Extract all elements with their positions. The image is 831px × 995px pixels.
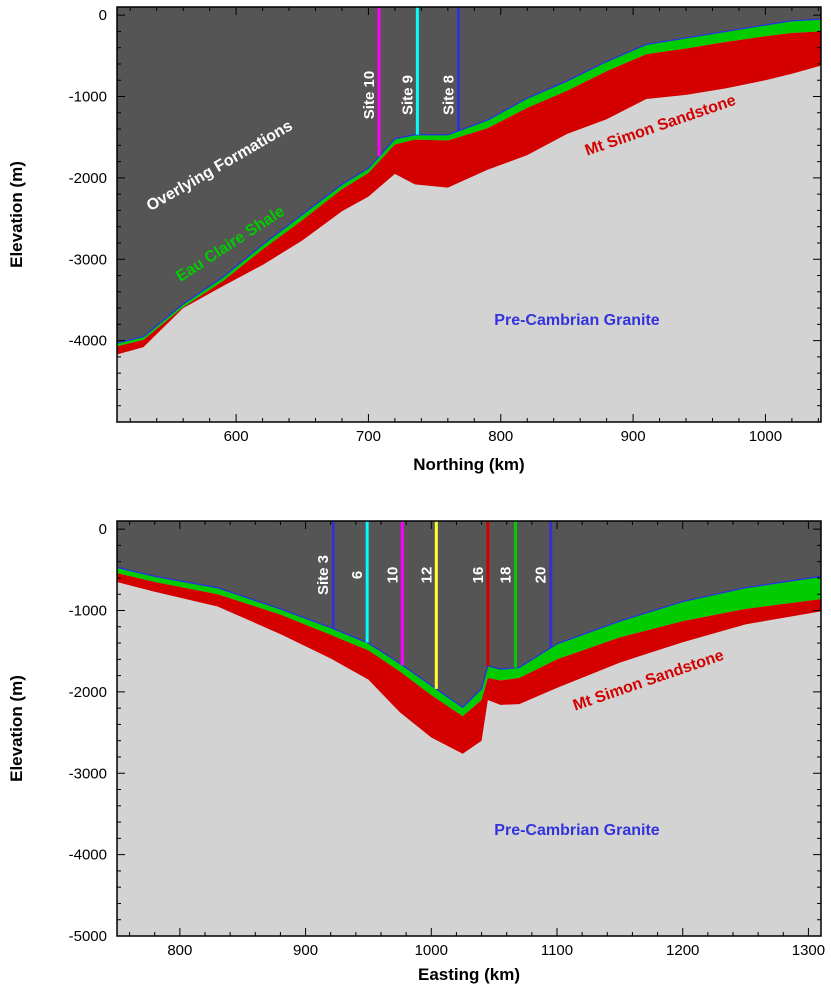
y-tick-label: 0 [99,521,107,538]
site-label: 10 [384,567,401,584]
site-label: Site 10 [361,71,378,119]
y-tick-label: -4000 [69,333,107,350]
y-tick-label: -1000 [69,603,107,620]
site-label: Site 3 [315,555,332,595]
plot-frame [116,6,822,423]
x-tick-label: 800 [167,942,192,959]
plot-area [117,7,821,422]
y-tick-label: -1000 [69,89,107,106]
sandstone-layer [117,573,821,754]
site-label: 6 [349,571,366,579]
x-tick-label: 700 [356,428,381,445]
x-tick-label: 800 [488,428,513,445]
overlying-layer [117,7,821,344]
shale-top-line [117,566,821,709]
y-axis-title: Elevation (m) [7,161,26,268]
x-tick-label: 900 [293,942,318,959]
x-tick-label: 1300 [792,942,825,959]
formation-label-granite: Pre-Cambrian Granite [494,312,659,329]
plot-frame [116,520,822,937]
x-tick-label: 1000 [415,942,448,959]
site-label: 16 [470,567,487,584]
sandstone-layer [117,31,821,355]
y-tick-label: -3000 [69,251,107,268]
site-label: 20 [533,567,550,584]
x-tick-label: 900 [621,428,646,445]
site-label: Site 9 [399,75,416,115]
y-tick-label: -5000 [69,928,107,945]
y-tick-label: -3000 [69,765,107,782]
plot-area [117,521,821,936]
x-tick-label: 1000 [749,428,782,445]
site-label: 18 [497,567,514,584]
y-tick-label: -4000 [69,847,107,864]
x-axis-title: Easting (km) [418,965,520,984]
y-tick-label: 0 [99,7,107,24]
y-tick-label: -2000 [69,684,107,701]
formation-label-granite: Pre-Cambrian Granite [494,822,659,839]
y-axis-title: Elevation (m) [7,675,26,782]
x-tick-label: 600 [224,428,249,445]
x-axis-title: Northing (km) [413,455,524,474]
x-tick-label: 1200 [666,942,699,959]
overlying-layer [117,521,821,708]
x-tick-label: 1100 [541,942,573,959]
site-label: Site 8 [440,75,457,115]
shale-top-line [117,18,821,344]
y-tick-label: -2000 [69,170,107,187]
site-label: 12 [418,567,435,584]
